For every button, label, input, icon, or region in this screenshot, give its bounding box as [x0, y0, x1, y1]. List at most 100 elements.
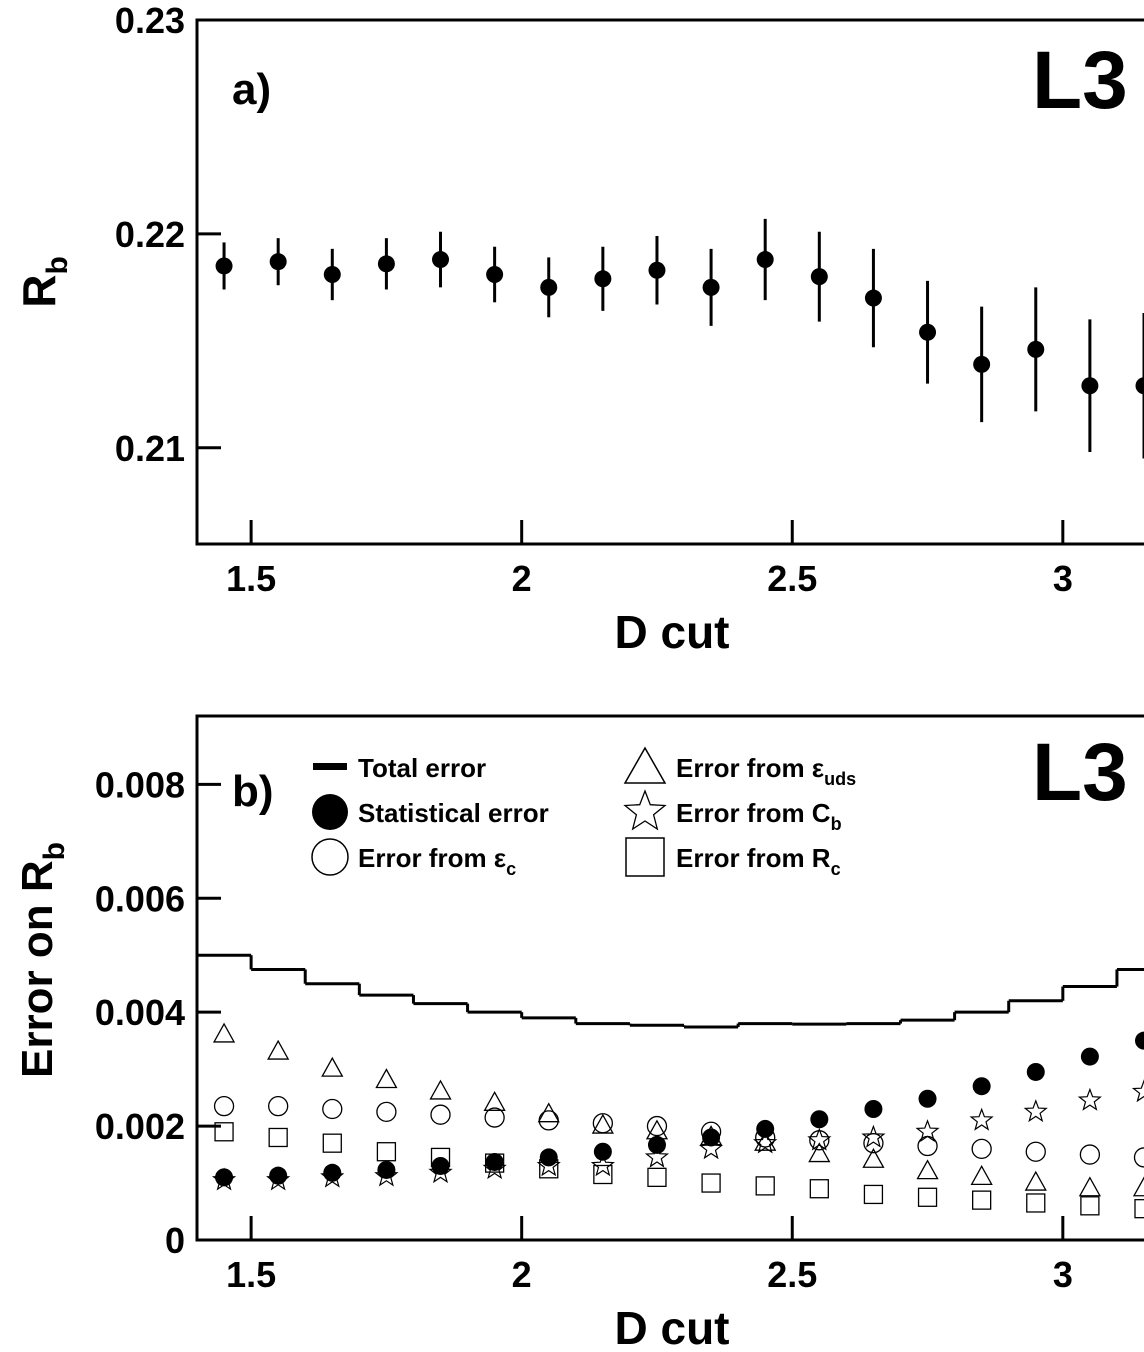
error-euds-point [321, 1056, 344, 1077]
x-tick-label-a: 2 [512, 558, 532, 599]
error-rc-point [268, 1127, 288, 1148]
x-tick-label-b: 3 [1053, 1254, 1073, 1295]
error-ec-point [1133, 1147, 1144, 1168]
legend-item-error-euds: Error from εuds [623, 746, 856, 789]
y-tick-label-b: 0 [165, 1220, 185, 1261]
data-point [215, 257, 233, 275]
y-tick-label-a: 0.23 [115, 0, 185, 41]
statistical-error-point [323, 1163, 342, 1182]
statistical-error-point [485, 1152, 504, 1171]
error-cb-point [644, 1144, 670, 1168]
legend-label-error-euds: Error from ε [676, 753, 824, 783]
legend-open-triangle-marker [623, 746, 667, 784]
error-ec-point [1079, 1144, 1101, 1165]
error-euds-point [1078, 1176, 1101, 1197]
data-point [540, 278, 558, 296]
error-cb-point [428, 1160, 453, 1184]
error-ec-point [755, 1127, 776, 1148]
error-euds-point [916, 1159, 939, 1180]
error-rc-point [863, 1184, 884, 1205]
x-tick-label-a: 3 [1053, 558, 1073, 599]
statistical-error-point [377, 1160, 396, 1179]
error-ec-point [592, 1113, 614, 1134]
x-tick-label-b: 2 [512, 1254, 532, 1295]
statistical-error-point [972, 1077, 991, 1096]
error-euds-point [754, 1130, 777, 1151]
error-rc-point [322, 1133, 342, 1153]
legend-open-star-marker [623, 789, 667, 831]
error-rc-point [214, 1122, 234, 1142]
svg-text:Error from Rc: Error from Rc [676, 843, 841, 879]
error-euds-point [645, 1119, 669, 1140]
error-ec-point [1025, 1141, 1046, 1162]
statistical-error-point [918, 1089, 937, 1108]
error-rc-point [755, 1176, 775, 1196]
x-axis-label-a: D cut [615, 606, 730, 658]
legend-item-total-error: Total error [313, 753, 486, 783]
error-ec-point [268, 1096, 289, 1117]
error-cb-point [590, 1153, 615, 1177]
x-axis-label-b: D cut [615, 1302, 730, 1352]
plot-frame-b [195, 714, 1144, 1242]
statistical-error-point [269, 1166, 288, 1185]
legend-item-error-ec: Error from εc [311, 838, 516, 879]
plot-frame-a [195, 18, 1144, 546]
data-point [1135, 377, 1144, 395]
panel-label-b: b) [232, 767, 274, 816]
y-axis-label-b: Error on Rb [13, 842, 71, 1078]
statistical-error-point [810, 1110, 829, 1129]
data-point [756, 251, 774, 269]
error-rc-point [647, 1167, 667, 1187]
legend-item-error-rc: Error from Rc [625, 837, 841, 879]
legend-sub-error-cb: b [831, 814, 842, 834]
statistical-error-point [756, 1119, 775, 1138]
error-rc-point [972, 1190, 992, 1210]
y-tick-label-b: 0.002 [95, 1106, 185, 1147]
error-euds-point [429, 1079, 452, 1100]
error-cb-point [320, 1164, 345, 1188]
error-rc-point [1026, 1193, 1046, 1213]
error-cb-point [1077, 1087, 1102, 1111]
y-tick-label-b: 0.008 [95, 764, 185, 805]
x-tick-label-b: 1.5 [226, 1254, 276, 1295]
statistical-error-point [1080, 1047, 1099, 1066]
error-euds-point [1132, 1176, 1144, 1197]
error-euds-point [970, 1165, 993, 1185]
error-euds-point [591, 1113, 614, 1134]
data-series-b [197, 953, 1144, 1219]
error-cb-point [211, 1167, 237, 1191]
data-point [648, 261, 666, 279]
error-ec-point [538, 1110, 559, 1131]
data-point [973, 355, 991, 373]
error-cb-point [536, 1153, 561, 1177]
data-point [702, 278, 720, 296]
statistical-error-point [539, 1148, 558, 1167]
error-cb-point [753, 1130, 778, 1154]
statistical-error-point [593, 1142, 612, 1161]
data-point [269, 253, 287, 271]
error-ec-point [322, 1098, 343, 1120]
error-cb-point [807, 1127, 832, 1151]
error-ec-point [700, 1121, 722, 1142]
legend-filled-circle-marker [312, 794, 348, 830]
x-tick-label-b: 2.5 [767, 1254, 817, 1295]
statistical-error-point [1135, 1031, 1144, 1050]
l3-watermark-a: L3 [1032, 35, 1128, 126]
error-euds-point [267, 1039, 290, 1060]
legend-label-statistical-error: Statistical error [358, 798, 549, 828]
y-axis-ticks-b: 0 0.002 0.004 0.006 0.008 [95, 764, 221, 1261]
error-euds-point [375, 1068, 398, 1089]
error-ec-point [430, 1104, 451, 1125]
panel-label-a: a) [232, 65, 271, 114]
legend-item-statistical-error: Statistical error [312, 794, 549, 830]
legend-sub-error-rc: c [831, 859, 841, 879]
statistical-error-point [864, 1100, 883, 1118]
svg-text:Statistical error: Statistical error [358, 798, 549, 828]
error-rc-point [376, 1142, 397, 1162]
statistical-error-point [215, 1168, 234, 1187]
legend-line-marker [313, 763, 347, 770]
error-rc-point [430, 1147, 451, 1168]
y-axis-label-b-sub: b [38, 842, 71, 860]
x-axis-ticks-b: 1.5 2 2.5 3 [226, 1216, 1073, 1295]
